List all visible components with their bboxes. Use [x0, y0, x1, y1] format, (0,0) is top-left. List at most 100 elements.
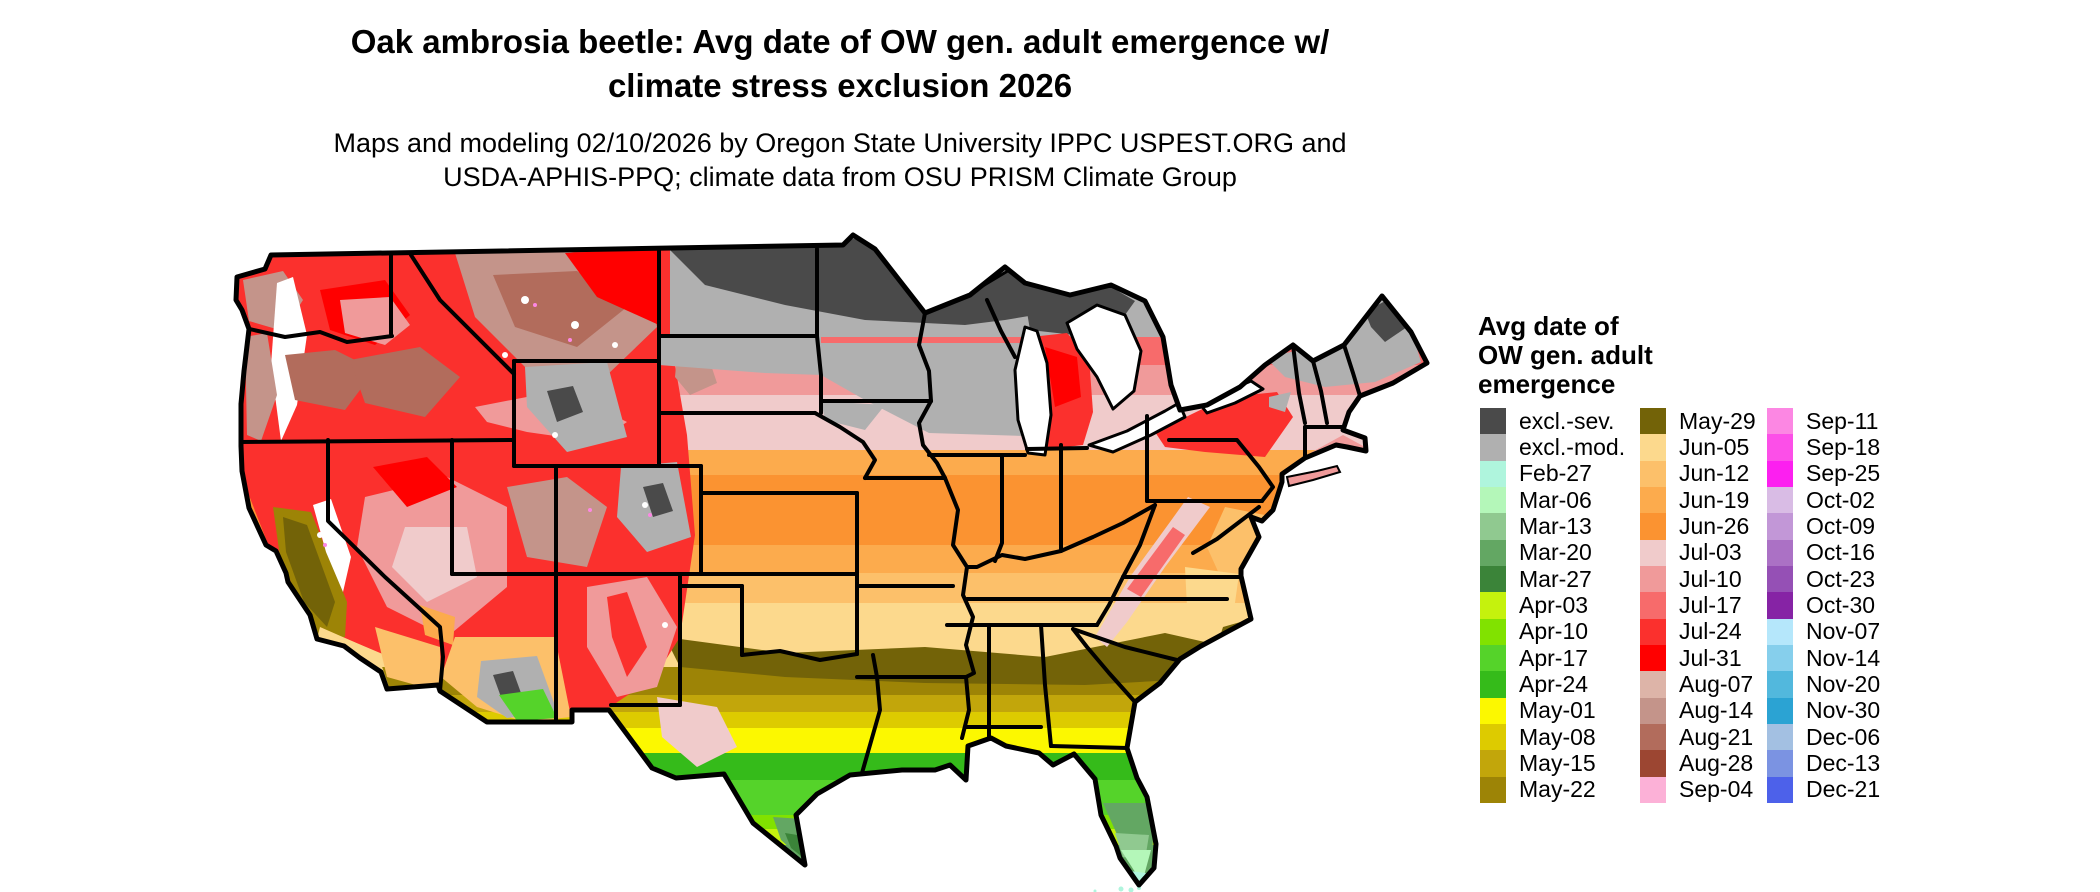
legend-label: Mar-06: [1519, 486, 1592, 513]
legend-swatch: [1767, 723, 1793, 751]
blob-sonoran: [375, 627, 441, 692]
legend-swatch: [1640, 776, 1666, 803]
legend-label: Jul-31: [1679, 644, 1742, 671]
blob-wi-mn-gray: [821, 343, 1057, 437]
band-apr10: [236, 815, 1427, 829]
legend-item: Oct-30: [1767, 592, 1880, 619]
legend-swatch: [1640, 434, 1666, 461]
long-island: [1285, 464, 1342, 488]
border-missouri-river: [813, 411, 877, 480]
speckle-pink: [588, 508, 592, 512]
legend-label: Oct-16: [1806, 539, 1876, 566]
border-potomac: [1191, 505, 1261, 555]
legend-swatch: [1767, 618, 1793, 645]
blob-wtx-pale: [657, 697, 737, 767]
legend-swatch: [1480, 776, 1506, 803]
legend-swatch: [1640, 723, 1666, 751]
legend-label: Sep-25: [1806, 460, 1881, 487]
border-ohio-river: [965, 503, 1157, 569]
legend-column-3: Sep-11 Sep-18 Sep-25 Oct-02 Oct-09 Oct-1…: [1767, 408, 1880, 803]
legend-label: Aug-21: [1679, 723, 1754, 750]
legend-item: May-01: [1480, 697, 1625, 724]
legend-swatch: [1480, 671, 1506, 698]
blob-az-dark: [493, 671, 521, 697]
border-tx-la: [860, 653, 882, 775]
band-apr03: [236, 829, 1427, 845]
legend-swatch: [1640, 671, 1666, 698]
lake-huron: [1065, 303, 1143, 411]
legend-label: Oct-23: [1806, 565, 1876, 592]
legend-label: Mar-27: [1519, 565, 1592, 592]
legend-swatch: [1480, 592, 1506, 619]
speckle-pink: [533, 303, 537, 307]
legend-label: May-29: [1679, 407, 1756, 434]
legend-label: Nov-14: [1806, 644, 1881, 671]
legend-swatch: [1767, 644, 1793, 672]
legend-item: Nov-07: [1767, 618, 1881, 645]
border-mi-in-oh: [1025, 446, 1089, 451]
legend-swatch: [1480, 723, 1506, 751]
legend-label: excl.-sev.: [1519, 407, 1615, 434]
legend-item: Aug-28: [1640, 749, 1756, 777]
blob-sd-gray: [659, 336, 821, 375]
legend-item: May-29: [1640, 407, 1756, 435]
legend-swatch: [1640, 644, 1666, 672]
blob-va-peach: [1185, 567, 1239, 617]
legend-label: Jun-05: [1679, 434, 1750, 460]
legend-title-line1: Avg date of: [1478, 311, 1619, 341]
legend-swatch: [1767, 486, 1793, 514]
speckle-white: [662, 622, 668, 628]
legend-swatch: [1640, 592, 1666, 619]
speckle-white: [642, 502, 648, 508]
speckle-coast-pink: [236, 413, 239, 417]
band-may15: [236, 695, 1427, 712]
legend-label: Oct-02: [1806, 486, 1876, 513]
legend-swatch: [1767, 408, 1793, 435]
us-map: [233, 232, 1430, 892]
legend-swatch: [1767, 750, 1793, 777]
legend-label: May-01: [1519, 697, 1596, 724]
legend-label: Aug-28: [1679, 749, 1754, 776]
legend-swatch: [1640, 460, 1666, 487]
legend-item: Jul-17: [1640, 592, 1756, 619]
legend-item: Sep-18: [1767, 434, 1880, 461]
legend-label: Nov-07: [1806, 618, 1881, 645]
blob-or-coast-brown: [245, 333, 277, 441]
legend-swatch: [1767, 539, 1793, 566]
border-ny-vt: [1291, 343, 1307, 425]
us-outline: [233, 232, 1430, 888]
legend-item: May-15: [1480, 750, 1625, 777]
legend-swatch: [1640, 486, 1666, 514]
blob-michigan-red2: [1045, 347, 1081, 407]
border-la-ms: [960, 675, 971, 740]
legend-label: Dec-21: [1806, 776, 1881, 803]
blob-yellowstone-dark: [547, 386, 583, 422]
state-borders: [239, 247, 1362, 775]
legend-label: Jul-10: [1679, 565, 1742, 592]
band-apr24: [236, 753, 1427, 780]
lake-michigan: [1013, 325, 1053, 457]
legend-swatch: [1767, 697, 1793, 724]
legend-label: Dec-13: [1806, 749, 1881, 776]
blob-blue-mts: [350, 347, 460, 417]
legend-title-line3: emergence: [1478, 369, 1616, 399]
legend-item: Apr-10: [1480, 618, 1625, 645]
florida-keys-dot: [1118, 886, 1124, 892]
speckle-white: [317, 532, 323, 538]
border-wa-or: [243, 326, 394, 344]
legend-label: Nov-30: [1806, 697, 1881, 724]
border-red-river: [740, 649, 859, 662]
map-subtitle-line1: Maps and modeling 02/10/2026 by Oregon S…: [333, 128, 1347, 158]
legend-item: Dec-13: [1767, 749, 1881, 777]
legend-title-line2: OW gen. adult: [1478, 340, 1653, 370]
blob-maine-dark: [1365, 300, 1407, 342]
legend-label: Aug-07: [1679, 670, 1754, 697]
legend-swatch: [1480, 697, 1506, 724]
border-42n: [239, 438, 516, 444]
legend-item: Apr-03: [1480, 592, 1625, 619]
speckle-white: [571, 321, 579, 329]
speckle-pink: [648, 513, 652, 517]
legend-item: Jul-31: [1640, 644, 1756, 672]
legend-label: Oct-09: [1806, 512, 1876, 539]
band-mar20: [236, 845, 1427, 885]
